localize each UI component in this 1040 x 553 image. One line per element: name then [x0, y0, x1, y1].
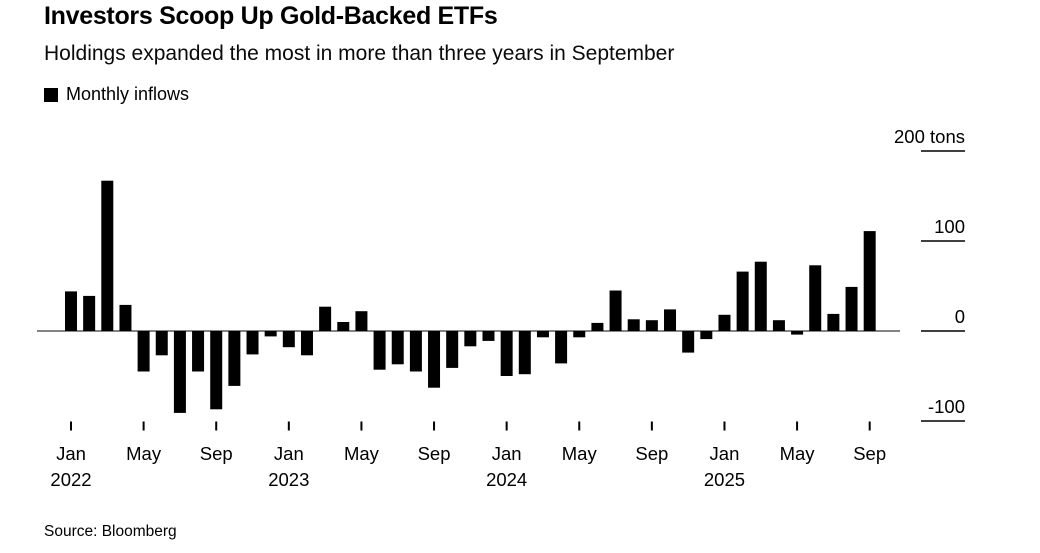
bar-apr-2023	[337, 322, 350, 331]
bar-jul-2025	[827, 313, 840, 331]
x-tick-year-label: 2022	[50, 469, 91, 490]
bar-aug-2025	[845, 286, 858, 331]
bar-jan-2025	[718, 314, 731, 331]
bar-mar-2022	[101, 180, 114, 331]
bar-apr-2024	[555, 331, 568, 364]
bar-feb-2024	[518, 331, 531, 375]
x-tick-month-label: Jan	[56, 443, 86, 464]
x-tick-month-label: May	[562, 443, 598, 464]
chart-subtitle: Holdings expanded the most in more than …	[44, 42, 675, 65]
y-tick-label: 0	[955, 306, 965, 327]
y-tick-label: -100	[928, 396, 965, 417]
bar-jan-2024	[500, 331, 513, 376]
bar-jun-2022	[155, 331, 168, 356]
legend: Monthly inflows	[44, 84, 189, 105]
bar-sep-2023	[428, 331, 441, 388]
monthly-inflows-chart: 200 tons 100 0 -100 Jan 2022 May Sep Jan 2023 May S…	[37, 126, 965, 490]
bar-aug-2024	[627, 319, 640, 331]
bar-jul-2024	[609, 290, 622, 331]
bar-jun-2025	[809, 265, 822, 331]
legend-swatch-icon	[44, 87, 58, 102]
bar-apr-2022	[119, 304, 132, 331]
y-tick-label: 200 tons	[894, 126, 965, 147]
x-tick-month-label: May	[126, 443, 162, 464]
source-text: Source: Bloomberg	[44, 523, 177, 540]
x-tick-year-label: 2024	[486, 469, 527, 490]
bar-sep-2025	[863, 231, 876, 331]
x-tick-month-label: May	[780, 443, 816, 464]
bar-feb-2025	[736, 271, 749, 331]
bar-mar-2024	[536, 331, 549, 338]
legend-label: Monthly inflows	[66, 84, 190, 104]
x-tick-month-label: Sep	[418, 443, 451, 464]
x-tick-month-label: Sep	[200, 443, 233, 464]
bar-aug-2022	[192, 331, 205, 372]
bar-feb-2023	[300, 331, 313, 356]
x-tick-month-label: Sep	[635, 443, 668, 464]
bar-nov-2022	[246, 331, 259, 355]
bar-oct-2023	[446, 331, 459, 368]
y-tick-label: 100	[934, 216, 965, 237]
bar-dec-2022	[264, 331, 277, 337]
x-tick-month-label: Jan	[710, 443, 740, 464]
bar-mar-2025	[754, 261, 767, 331]
bar-oct-2022	[228, 331, 241, 386]
x-tick-month-label: Jan	[274, 443, 304, 464]
bar-may-2023	[355, 311, 368, 331]
bar-nov-2023	[464, 331, 477, 347]
bar-may-2024	[573, 331, 586, 338]
bar-feb-2022	[83, 295, 96, 331]
bar-may-2025	[791, 331, 804, 335]
bar-jul-2023	[391, 331, 404, 365]
bar-apr-2025	[772, 320, 785, 331]
bar-oct-2024	[664, 309, 677, 331]
bar-sep-2024	[645, 320, 658, 331]
bar-aug-2023	[409, 331, 422, 372]
bar-jun-2023	[373, 331, 386, 370]
bar-jan-2022	[65, 291, 77, 331]
x-tick-month-label: Sep	[853, 443, 886, 464]
bar-may-2022	[137, 331, 150, 372]
x-tick-month-label: Jan	[492, 443, 522, 464]
x-tick-year-label: 2023	[268, 469, 309, 490]
x-tick-year-label: 2025	[704, 469, 745, 490]
bar-dec-2024	[700, 331, 713, 340]
bar-nov-2024	[682, 331, 695, 353]
bar-mar-2023	[319, 306, 332, 331]
bar-jun-2024	[591, 322, 604, 331]
chart-title: Investors Scoop Up Gold-Backed ETFs	[44, 2, 498, 30]
bar-jan-2023	[282, 331, 295, 348]
bar-dec-2023	[482, 331, 495, 341]
bar-jul-2022	[173, 331, 186, 413]
x-tick-month-label: May	[344, 443, 380, 464]
bar-sep-2022	[210, 331, 223, 410]
